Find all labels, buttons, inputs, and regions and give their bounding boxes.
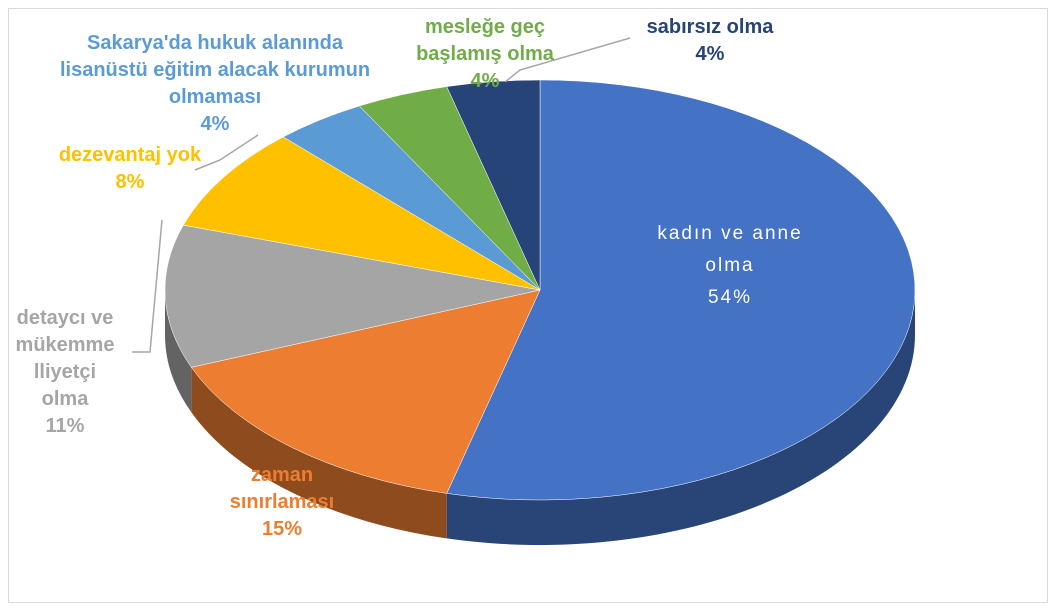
value-label: 11%	[45, 415, 85, 437]
data-label: sabırsız olma 4%	[620, 14, 800, 68]
category-label: sabırsız olma	[646, 16, 774, 38]
value-label: 4%	[470, 70, 500, 92]
value-label: 54%	[707, 287, 753, 308]
chart-border	[8, 8, 1048, 603]
data-label: dezevantaj yok 8%	[30, 142, 230, 196]
slice-side	[165, 290, 192, 413]
leader-line	[504, 37, 631, 83]
data-label: detaycı ve mükemmelliyetçi olma 11%	[15, 305, 115, 440]
category-label: Sakarya'da hukuk alanında lisanüstü eğit…	[59, 32, 371, 108]
data-label: Sakarya'da hukuk alanında lisanüstü eğit…	[55, 30, 375, 138]
slice-side	[446, 290, 915, 545]
value-label: 4%	[695, 43, 725, 65]
data-label: zaman sınırlaması 15%	[212, 462, 352, 543]
slice	[446, 79, 541, 291]
slice	[190, 289, 541, 494]
value-label: 15%	[261, 518, 303, 540]
category-label: zaman sınırlaması	[229, 464, 335, 513]
category-label: kadın ve anne olma	[657, 223, 803, 276]
leader-lines	[132, 37, 631, 353]
slice	[446, 79, 916, 501]
value-label: 8%	[115, 171, 145, 193]
slice	[164, 224, 541, 368]
data-label: mesleğe geç başlamış olma 4%	[400, 14, 570, 95]
value-label: 4%	[200, 113, 230, 135]
leader-line	[194, 134, 259, 171]
leader-line	[132, 219, 163, 353]
slice-side	[191, 367, 447, 539]
slice	[182, 136, 541, 291]
data-label: kadın ve anne olma 54%	[630, 218, 830, 314]
category-label: detaycı ve mükemmelliyetçi olma	[15, 307, 115, 410]
category-label: dezevantaj yok	[58, 144, 202, 166]
category-label: mesleğe geç başlamış olma	[416, 16, 554, 65]
